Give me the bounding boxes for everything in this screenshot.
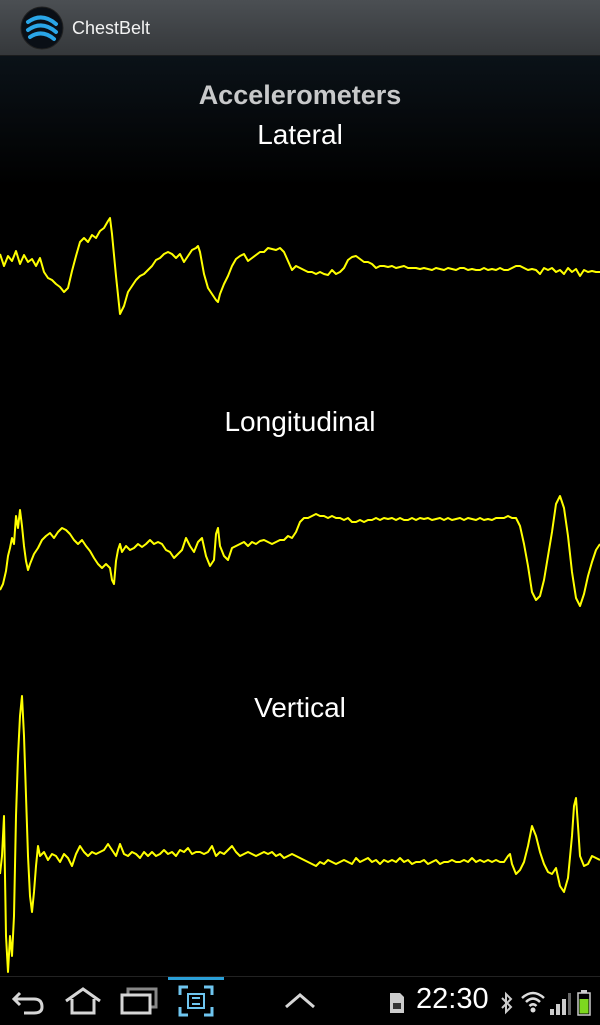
status-clock: 22:30 xyxy=(416,983,489,1015)
screenshot-icon[interactable] xyxy=(176,983,216,1019)
signal-icon xyxy=(550,993,571,1015)
nav-highlight xyxy=(168,977,224,980)
action-bar: ChestBelt xyxy=(0,0,600,56)
expand-up-icon[interactable] xyxy=(282,989,318,1011)
back-icon[interactable] xyxy=(10,985,46,1017)
app-title: ChestBelt xyxy=(72,18,151,38)
plot-label-longitudinal: Longitudinal xyxy=(224,406,376,437)
screen-heading: Accelerometers xyxy=(198,80,402,110)
accelerometer-plots xyxy=(0,217,600,973)
lateral-trace xyxy=(0,217,600,315)
battery-icon xyxy=(577,990,591,1016)
plot-label-lateral: Lateral xyxy=(257,119,343,150)
plot-label-vertical: Vertical xyxy=(254,692,346,723)
bluetooth-icon xyxy=(501,991,513,1015)
wifi-icon xyxy=(521,991,545,1013)
home-icon[interactable] xyxy=(62,985,104,1017)
longitudinal-trace xyxy=(0,495,600,607)
vertical-trace xyxy=(0,695,600,973)
system-navigation-bar: 22:30 xyxy=(0,976,600,1025)
content-area: Accelerometers Lateral Longitudinal Vert… xyxy=(0,56,600,976)
sd-card-icon xyxy=(390,993,404,1013)
chestbelt-app-icon[interactable] xyxy=(20,6,64,50)
recent-apps-icon[interactable] xyxy=(118,985,160,1017)
